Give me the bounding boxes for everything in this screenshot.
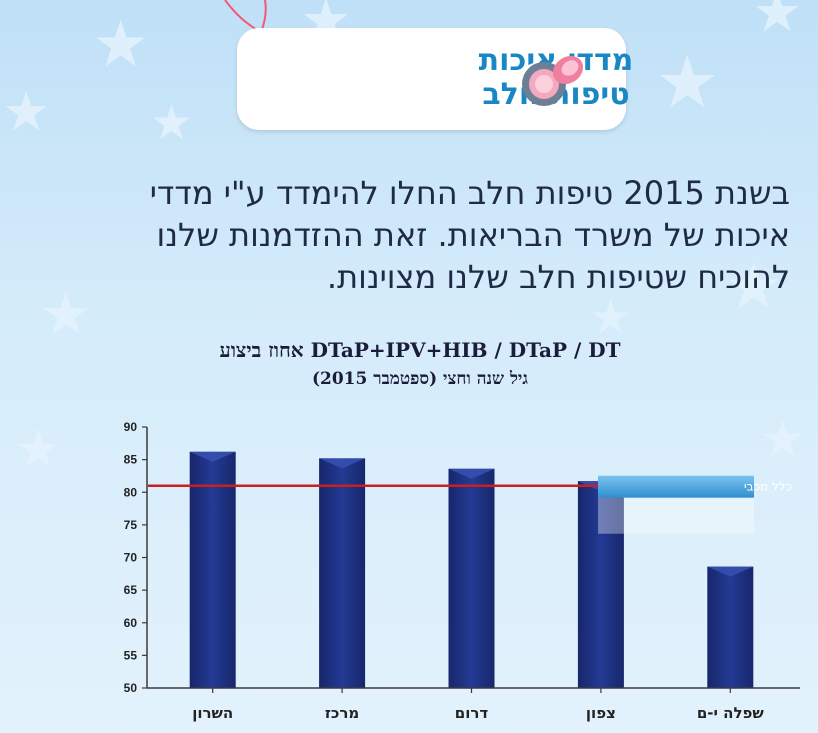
y-tick-label: 60 [124, 616, 138, 630]
reference-label: כלל מכבי [744, 480, 792, 494]
bar-cap [707, 566, 754, 577]
intro-paragraph: בשנת 2015 טיפות חלב החלו להימדד ע"י מדדי… [20, 172, 790, 298]
star-decoration: ★ [40, 280, 92, 348]
bar-cap [448, 468, 495, 479]
star-decoration: ★ [92, 8, 150, 82]
y-tick-label: 70 [124, 551, 138, 565]
bar [577, 481, 624, 688]
y-tick-label: 65 [124, 583, 138, 597]
y-axis: 50 55 60 65 70 75 80 85 90 [124, 420, 148, 695]
star-decoration: ★ [760, 410, 805, 468]
reference-label-shadow [598, 497, 754, 534]
bar [189, 451, 236, 688]
chart-title: אחוז ביצוע DTaP+IPV+HIB / DTaP / DT [219, 338, 621, 362]
intro-line: איכות של משרד הבריאות. זאת ההזדמנות שלנו [156, 216, 790, 254]
star-decoration: ★ [752, 0, 803, 45]
x-tick-label: השרון [192, 704, 233, 722]
bar [707, 566, 754, 688]
y-tick-label: 85 [124, 453, 138, 467]
y-tick-label: 90 [124, 420, 138, 434]
star-decoration: ★ [2, 80, 51, 143]
reference-label-box [598, 475, 754, 498]
star-decoration: ★ [150, 95, 194, 151]
x-tick-label: צפון [586, 704, 616, 722]
intro-line: בשנת 2015 טיפות חלב החלו להימדד ע"י מדדי [149, 174, 790, 212]
y-tick-label: 50 [124, 681, 138, 695]
star-decoration: ★ [725, 250, 783, 324]
y-tick-label: 55 [124, 648, 138, 662]
intro-line: להוכיח שטיפות חלב שלנו מצוינות. [326, 258, 790, 296]
y-tick-label: 80 [124, 485, 138, 499]
pacifier-icon [522, 55, 584, 106]
star-decoration: ★ [655, 40, 720, 124]
x-tick-label: מרכז [325, 704, 359, 722]
bar [319, 458, 366, 688]
chart-subtitle: גיל שנה וחצי (ספטמבר 2015) [311, 369, 529, 389]
bar-cap [319, 458, 366, 469]
x-tick-label: דרום [455, 704, 489, 722]
bar [448, 468, 495, 688]
star-decoration: ★ [590, 290, 632, 344]
x-axis: השרון מרכז דרום צפון שפלה י-ם [147, 687, 800, 722]
y-tick-label: 75 [124, 518, 138, 532]
reference-line-group: כלל מכבי [148, 475, 792, 534]
x-tick-label: שפלה י-ם [697, 704, 765, 722]
bars [189, 451, 754, 688]
bar-cap [189, 451, 236, 462]
star-decoration: ★ [15, 420, 62, 480]
